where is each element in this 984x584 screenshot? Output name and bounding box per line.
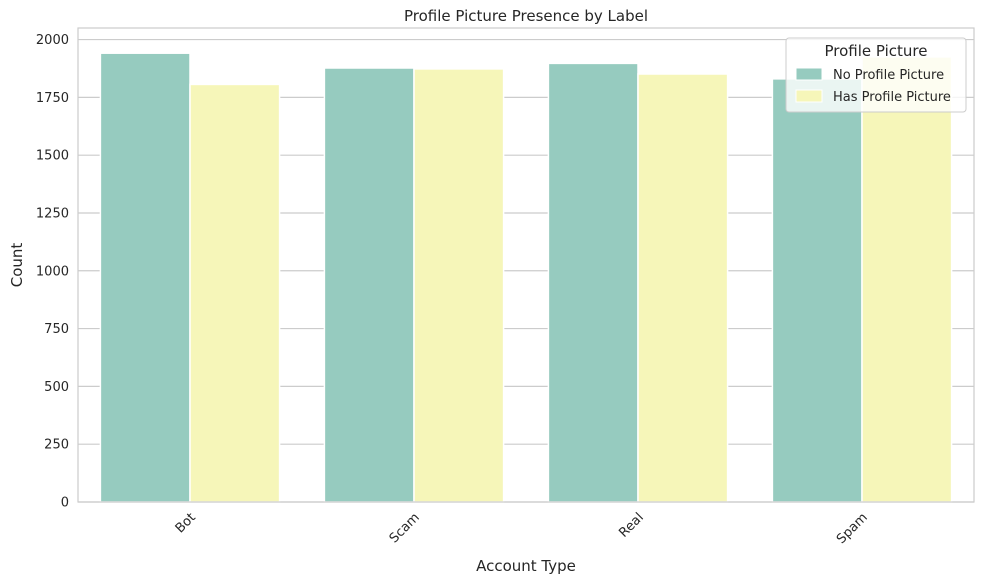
legend-title: Profile Picture xyxy=(825,42,928,60)
legend-swatch xyxy=(795,67,823,81)
x-tick-label: Bot xyxy=(173,510,199,536)
y-tick-label: 1750 xyxy=(36,91,69,106)
y-tick-labels: 0 250 500 750 1000 1250 1500 1750 2000 xyxy=(36,33,69,510)
bar-scam-series-2 xyxy=(413,68,505,503)
x-tick-label: Scam xyxy=(387,510,423,546)
legend-label: Has Profile Picture xyxy=(833,90,951,105)
y-tick-label: 750 xyxy=(44,322,69,337)
legend-box xyxy=(785,37,967,113)
bar-real-series-2 xyxy=(637,73,729,503)
x-tick-label: Spam xyxy=(834,510,871,547)
bar-scam-series-1 xyxy=(323,67,415,503)
y-tick-label: 2000 xyxy=(36,33,69,48)
legend-swatch xyxy=(795,89,823,103)
x-tick-labels: Bot Scam Real Spam xyxy=(173,510,871,547)
y-axis-label: Count xyxy=(8,243,26,288)
legend-items: No Profile Picture Has Profile Picture xyxy=(795,67,951,105)
bar-real-series-1 xyxy=(547,62,639,503)
bar-spam-series-2 xyxy=(861,56,953,503)
legend: Profile Picture No Profile Picture Has Pr… xyxy=(785,37,967,113)
x-tick-label: Real xyxy=(616,510,646,540)
y-tick-label: 1250 xyxy=(36,206,69,221)
plot-frame xyxy=(77,27,975,503)
y-tick-label: 500 xyxy=(44,380,69,395)
bar-spam-series-1 xyxy=(771,78,863,503)
y-tick-label: 0 xyxy=(61,496,69,511)
y-tick-label: 250 xyxy=(44,438,69,453)
y-tick-label: 1500 xyxy=(36,149,69,164)
bars xyxy=(99,52,953,503)
x-axis-label: Account Type xyxy=(476,557,576,575)
legend-label: No Profile Picture xyxy=(833,68,944,83)
bar-bot-series-1 xyxy=(99,52,191,503)
y-tick-label: 1000 xyxy=(36,264,69,279)
bar-bot-series-2 xyxy=(189,83,281,503)
chart-title: Profile Picture Presence by Label xyxy=(404,7,648,25)
